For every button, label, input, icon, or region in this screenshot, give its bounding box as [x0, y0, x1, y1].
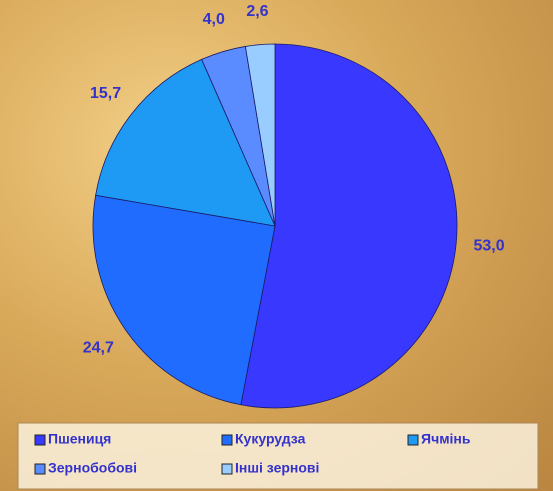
data-label: 15,7: [90, 85, 121, 102]
legend-label: Пшениця: [48, 431, 111, 447]
legend-marker: [408, 435, 418, 445]
data-label: 53,0: [473, 237, 504, 254]
legend-marker: [35, 464, 45, 474]
slide: 53,0 24,7 15,7 4,0 2,6 Пшениця Кукурудза Ячмінь…: [0, 0, 553, 491]
legend-label: Ячмінь: [421, 431, 471, 447]
data-label: 24,7: [83, 340, 114, 357]
legend-marker: [35, 435, 45, 445]
legend-label: Кукурудза: [235, 431, 306, 447]
legend-label: Інші зернові: [235, 460, 319, 476]
legend-marker: [222, 435, 232, 445]
data-label: 4,0: [203, 11, 225, 28]
chart: 53,0 24,7 15,7 4,0 2,6 Пшениця Кукурудза Ячмінь…: [0, 0, 553, 491]
legend-marker: [222, 464, 232, 474]
legend-label: Зернобобові: [48, 460, 137, 476]
data-label: 2,6: [246, 3, 268, 20]
